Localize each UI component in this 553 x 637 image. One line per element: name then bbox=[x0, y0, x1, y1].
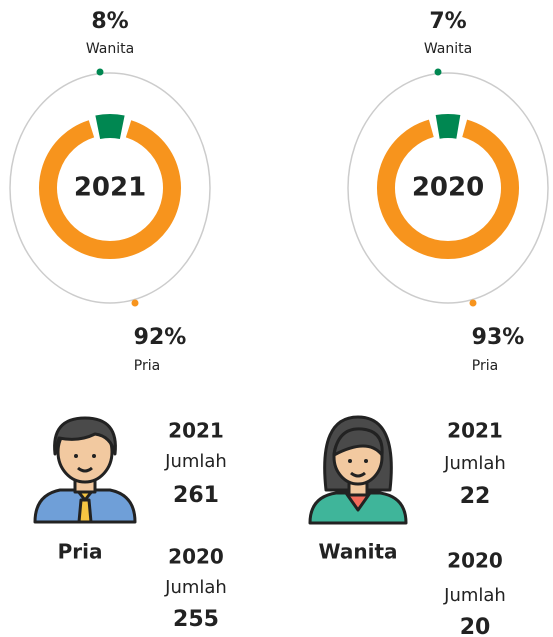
marker-dot bbox=[469, 299, 477, 307]
count-value: 261 bbox=[173, 483, 219, 508]
donut-segment bbox=[377, 119, 519, 259]
count-value: 22 bbox=[460, 484, 491, 509]
count-value: 255 bbox=[173, 607, 219, 632]
category-label: Wanita bbox=[86, 41, 134, 57]
person-label: Wanita bbox=[319, 540, 398, 564]
person-label: Pria bbox=[58, 540, 103, 564]
category-label: Wanita bbox=[424, 41, 472, 57]
value-label: 8% bbox=[91, 9, 128, 34]
caption: Jumlah bbox=[164, 577, 227, 598]
year-label: 2021 bbox=[447, 419, 503, 443]
value-label: 7% bbox=[429, 9, 466, 34]
category-label: Pria bbox=[134, 358, 160, 374]
caption: Jumlah bbox=[443, 453, 506, 474]
center-label: 2021 bbox=[74, 173, 146, 203]
year-label: 2021 bbox=[168, 419, 224, 443]
caption: Jumlah bbox=[443, 585, 506, 606]
donut-segment bbox=[435, 114, 461, 139]
value-label: 92% bbox=[134, 325, 187, 350]
caption: Jumlah bbox=[164, 451, 227, 472]
year-label: 2020 bbox=[447, 549, 503, 573]
marker-dot bbox=[434, 68, 442, 76]
marker-dot bbox=[131, 299, 139, 307]
outer-ring bbox=[9, 72, 211, 304]
male-icon bbox=[33, 416, 137, 524]
marker-dot bbox=[96, 68, 104, 76]
female-icon bbox=[308, 415, 408, 525]
donut-segment bbox=[39, 120, 181, 259]
category-label: Pria bbox=[472, 358, 498, 374]
donut-segment bbox=[95, 114, 125, 140]
value-label: 93% bbox=[472, 325, 525, 350]
center-label: 2020 bbox=[412, 173, 484, 203]
outer-ring bbox=[347, 72, 549, 304]
count-value: 20 bbox=[460, 615, 491, 637]
year-label: 2020 bbox=[168, 545, 224, 569]
